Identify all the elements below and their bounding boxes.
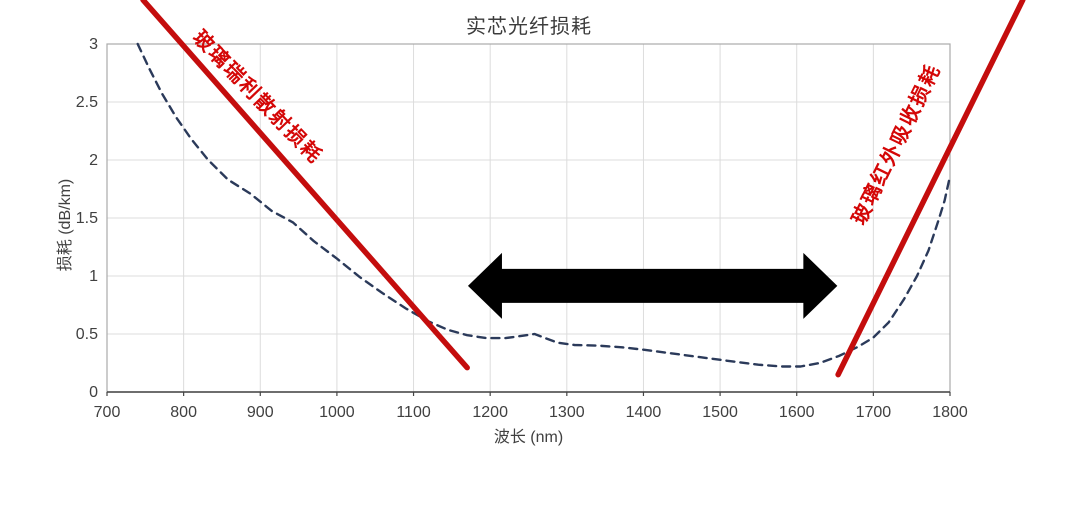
chart-title: 实芯光纤损耗 — [466, 16, 592, 38]
x-tick-label: 1400 — [626, 404, 662, 421]
rayleigh-scattering-line — [140, 0, 470, 371]
x-tick-label: 1300 — [549, 404, 585, 421]
y-axis-label: 损耗 (dB/km) — [57, 178, 74, 272]
x-tick-label: 700 — [94, 404, 121, 421]
y-tick-label: 2 — [89, 152, 98, 169]
y-tick-label: 0.5 — [76, 326, 98, 343]
y-tick-label: 1.5 — [76, 210, 98, 227]
low-loss-window-arrow — [467, 252, 838, 319]
x-axis-label: 波长 (nm) — [493, 429, 564, 446]
x-tick-label: 1500 — [702, 404, 738, 421]
x-tick-label: 1800 — [932, 404, 968, 421]
x-tick-label: 1600 — [779, 404, 815, 421]
y-tick-label: 0 — [89, 384, 98, 401]
x-tick-label: 1100 — [396, 404, 431, 421]
infrared-absorption-line — [835, 0, 1026, 378]
x-tick-label: 1700 — [856, 404, 892, 421]
y-tick-label: 3 — [89, 36, 98, 53]
fiber-loss-curve — [136, 42, 952, 368]
x-tick-label: 800 — [170, 404, 197, 421]
x-tick-label: 900 — [247, 404, 274, 421]
y-tick-label: 2.5 — [76, 94, 98, 111]
y-tick-label: 1 — [89, 268, 98, 285]
x-tick-label: 1200 — [472, 404, 508, 421]
x-tick-label: 1000 — [319, 404, 355, 421]
